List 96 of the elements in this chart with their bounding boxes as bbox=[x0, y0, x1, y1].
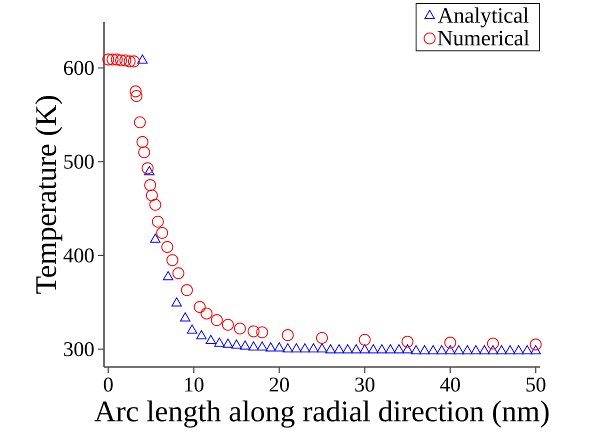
point bbox=[102, 54, 114, 66]
point bbox=[210, 314, 223, 326]
point bbox=[342, 344, 353, 354]
point bbox=[316, 332, 328, 344]
point bbox=[144, 179, 156, 192]
point bbox=[106, 54, 118, 66]
point bbox=[334, 344, 344, 354]
point bbox=[134, 116, 146, 128]
y-tick-label: 400 bbox=[64, 248, 94, 262]
point bbox=[180, 312, 190, 322]
point bbox=[119, 54, 132, 66]
point bbox=[513, 345, 524, 354]
x-tick-label: 10 bbox=[185, 378, 204, 392]
point bbox=[171, 297, 182, 306]
point bbox=[419, 345, 430, 354]
point bbox=[428, 345, 438, 354]
point bbox=[194, 301, 206, 313]
point bbox=[470, 345, 482, 354]
x-tick-label: 50 bbox=[526, 378, 546, 392]
x-tick-label: 0 bbox=[104, 378, 113, 392]
point bbox=[316, 343, 328, 352]
point bbox=[136, 136, 148, 148]
y-tick-label: 300 bbox=[64, 342, 94, 356]
point bbox=[402, 344, 413, 354]
point bbox=[256, 326, 268, 338]
point bbox=[150, 234, 161, 243]
point bbox=[144, 166, 155, 176]
point bbox=[350, 344, 362, 354]
point bbox=[146, 189, 158, 202]
point bbox=[248, 325, 260, 338]
point bbox=[130, 90, 142, 102]
point bbox=[222, 338, 234, 348]
point bbox=[282, 343, 294, 352]
point bbox=[444, 336, 456, 349]
point bbox=[454, 345, 464, 354]
point bbox=[479, 345, 490, 354]
y-tick-label: 600 bbox=[64, 60, 94, 75]
point bbox=[128, 55, 140, 68]
point bbox=[248, 341, 259, 351]
point bbox=[152, 216, 164, 228]
point bbox=[410, 345, 422, 354]
point bbox=[445, 345, 456, 354]
point bbox=[530, 338, 542, 350]
point bbox=[138, 146, 150, 158]
point bbox=[115, 54, 128, 66]
point bbox=[300, 343, 310, 352]
point bbox=[240, 340, 250, 350]
point bbox=[436, 345, 447, 354]
point bbox=[504, 345, 516, 354]
y-axis-title: Temperature (K) bbox=[35, 96, 62, 294]
point bbox=[222, 318, 234, 331]
point bbox=[522, 345, 532, 354]
point bbox=[282, 329, 294, 342]
point bbox=[172, 267, 184, 280]
legend-label: Numerical bbox=[438, 30, 530, 46]
point bbox=[161, 241, 174, 253]
x-tick-label: 40 bbox=[440, 378, 460, 392]
point bbox=[394, 344, 404, 354]
point bbox=[488, 345, 498, 354]
point bbox=[214, 338, 225, 347]
point bbox=[166, 254, 178, 266]
point bbox=[149, 198, 162, 211]
point bbox=[234, 322, 246, 335]
point bbox=[142, 162, 154, 174]
legend-label: Analytical bbox=[438, 7, 529, 28]
point bbox=[196, 330, 207, 340]
point bbox=[530, 345, 541, 354]
point bbox=[110, 54, 123, 66]
x-tick-label: 20 bbox=[270, 378, 289, 392]
x-axis-title: Arc length along radial direction (nm) bbox=[94, 400, 549, 428]
point bbox=[265, 342, 276, 352]
point bbox=[186, 324, 198, 334]
point bbox=[368, 344, 379, 354]
point bbox=[130, 85, 142, 98]
point bbox=[274, 342, 284, 352]
point bbox=[200, 308, 213, 320]
point bbox=[162, 271, 174, 280]
point bbox=[291, 343, 302, 352]
point bbox=[385, 344, 396, 354]
point bbox=[360, 344, 370, 354]
point bbox=[308, 343, 319, 352]
point bbox=[124, 55, 136, 68]
point bbox=[325, 344, 336, 354]
point bbox=[462, 345, 473, 354]
point bbox=[358, 334, 371, 346]
point bbox=[206, 334, 216, 344]
y-tick-label: 500 bbox=[64, 154, 94, 169]
point bbox=[180, 284, 193, 296]
point bbox=[376, 344, 388, 354]
x-tick-label: 30 bbox=[355, 378, 374, 392]
point bbox=[496, 345, 507, 354]
point bbox=[231, 339, 242, 349]
point bbox=[256, 341, 268, 351]
point bbox=[487, 338, 499, 350]
point bbox=[402, 336, 414, 348]
point bbox=[156, 226, 168, 239]
